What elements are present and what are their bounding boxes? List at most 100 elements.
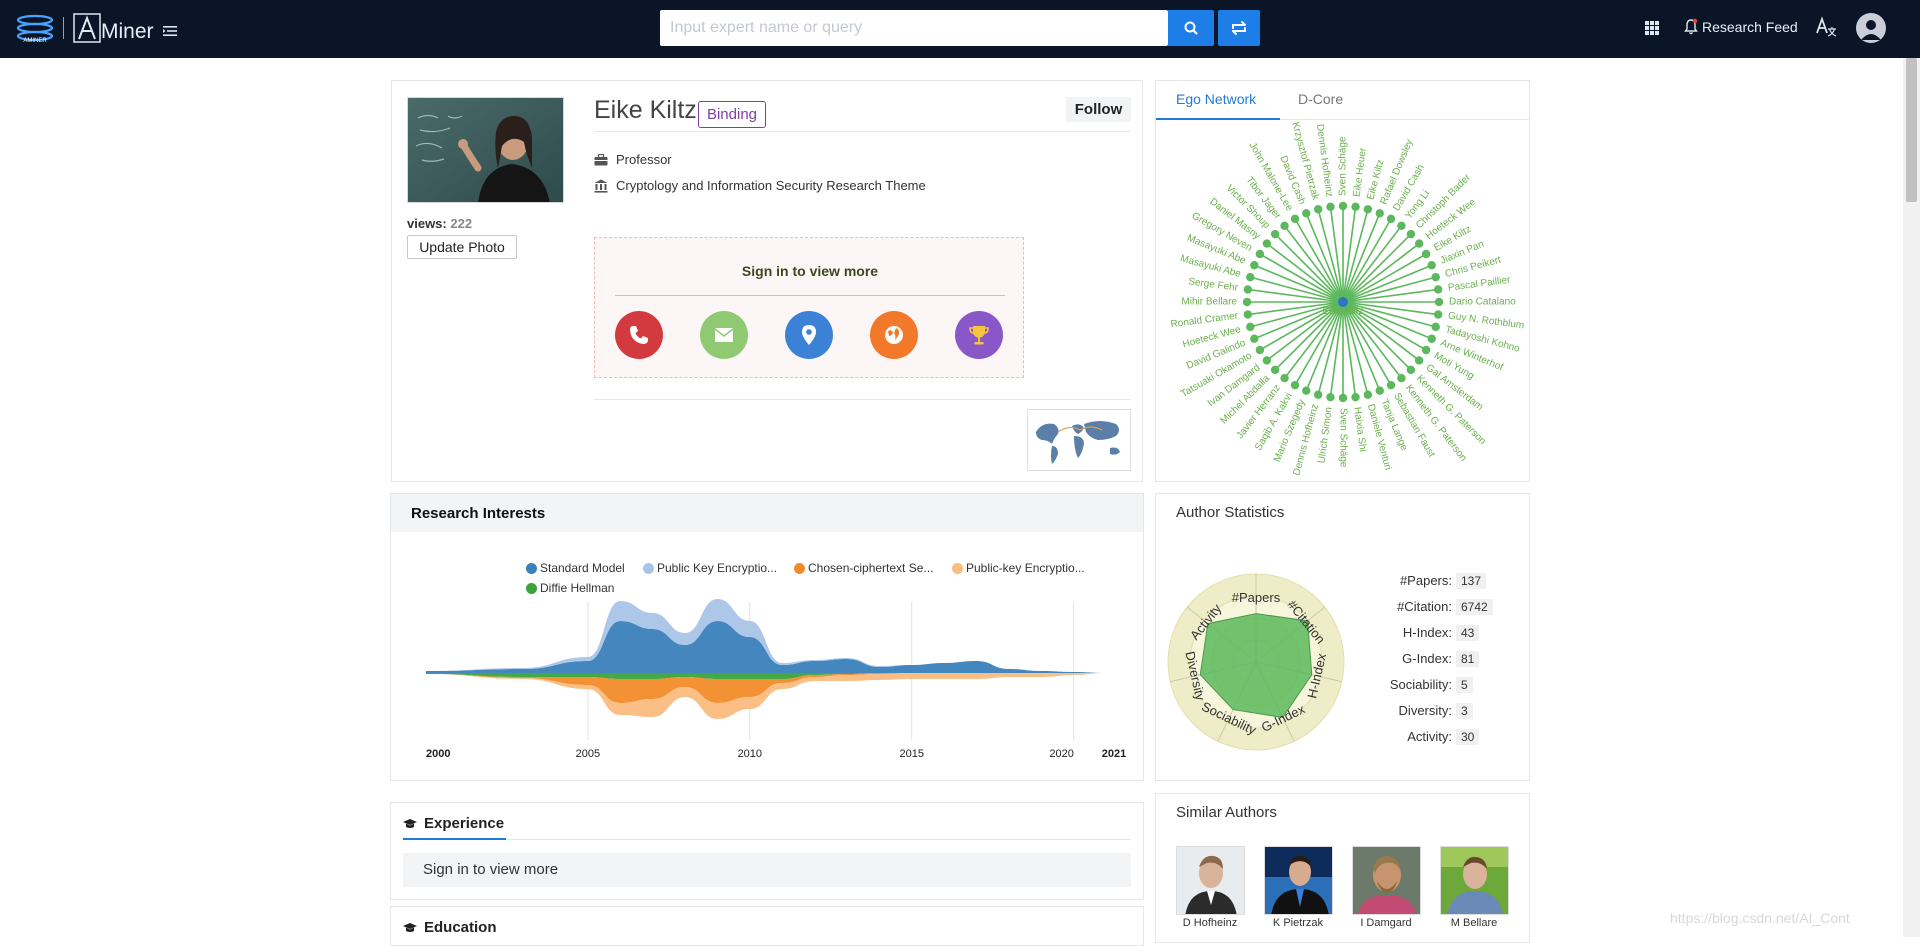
ego-node[interactable] [1414,239,1424,248]
ego-node[interactable] [1406,229,1416,239]
ego-node[interactable] [1246,272,1255,282]
ego-node[interactable] [1262,356,1272,365]
ego-node-label[interactable]: Mihir Bellare [1181,297,1237,308]
stream-layer[interactable] [426,673,1106,703]
follow-button[interactable]: Follow [1066,97,1131,122]
search-button[interactable] [1168,10,1214,46]
binding-badge[interactable]: Binding [698,101,766,128]
homepage-button[interactable] [870,311,918,359]
similar-author-photo[interactable] [1264,846,1333,915]
logo-text[interactable]: Miner [101,20,154,43]
ego-node[interactable] [1250,261,1259,270]
ego-node-label[interactable]: Eike Heuer [1352,146,1369,197]
ego-node[interactable] [1290,214,1300,224]
legend-item[interactable]: Diffie Hellman [526,581,614,595]
ego-node[interactable] [1363,390,1373,399]
stream-layer[interactable] [426,673,1106,719]
ego-node[interactable] [1326,392,1335,402]
ego-node[interactable] [1302,209,1311,218]
research-feed-link[interactable]: Research Feed [1702,19,1798,35]
ego-node[interactable] [1431,322,1440,332]
ego-node[interactable] [1375,386,1384,395]
ego-node[interactable] [1255,249,1265,259]
ego-node[interactable] [1421,249,1431,259]
ego-node[interactable] [1375,209,1384,218]
experience-signin-prompt[interactable]: Sign in to view more [403,853,1131,887]
stream-layer[interactable] [426,673,1106,679]
ego-node[interactable] [1431,272,1440,282]
ego-node[interactable] [1351,392,1360,402]
ego-node-label[interactable]: Pascal Paillier [1447,275,1511,294]
ego-node[interactable] [1270,229,1280,239]
similar-author-photo[interactable] [1352,846,1421,915]
tab-ego-network[interactable]: Ego Network [1176,91,1257,107]
ego-node[interactable] [1326,202,1335,212]
ego-node[interactable] [1397,373,1406,383]
stream-layer[interactable] [426,599,1106,673]
ego-node-label[interactable]: Serge Fehr [1188,276,1240,294]
ego-node[interactable] [1313,390,1323,399]
ego-node[interactable] [1338,201,1348,211]
ego-node[interactable] [1280,221,1289,231]
legend-item[interactable]: Public-key Encryptio... [952,561,1085,575]
awards-button[interactable] [955,311,1003,359]
world-map-thumbnail[interactable] [1027,409,1131,471]
ego-node[interactable] [1386,380,1396,390]
ego-node[interactable] [1421,345,1431,355]
similar-author-name[interactable]: K Pietrzak [1272,917,1324,929]
page-scrollbar-thumb[interactable] [1906,58,1917,202]
location-button[interactable] [785,311,833,359]
ego-node[interactable] [1427,334,1436,343]
ego-node[interactable] [1262,239,1272,248]
similar-author-photo[interactable] [1440,846,1509,915]
ego-node[interactable] [1414,356,1424,365]
ego-node[interactable] [1433,310,1443,319]
ego-node[interactable] [1290,380,1300,390]
ego-node-label[interactable]: Sven Schäge [1337,408,1348,468]
page-scrollbar-track[interactable] [1903,58,1920,937]
ego-node[interactable] [1433,285,1443,294]
ego-node-label[interactable]: Sven Schäge [1338,136,1349,196]
apps-grid-icon[interactable] [1644,20,1660,36]
bell-icon[interactable] [1684,18,1698,35]
ego-node[interactable] [1434,297,1444,307]
legend-item[interactable]: Standard Model [526,561,625,575]
stream-layer[interactable] [426,621,1106,673]
ego-node-label[interactable]: Haixia Shi [1351,406,1368,452]
similar-author-name[interactable]: M Bellare [1450,917,1498,929]
legend-item[interactable]: Public Key Encryptio... [643,561,777,575]
ego-node[interactable] [1406,365,1416,375]
menu-icon[interactable] [163,25,177,37]
similar-author-photo[interactable] [1176,846,1245,915]
user-avatar[interactable] [1856,13,1886,43]
ego-node[interactable] [1250,334,1259,343]
ego-node[interactable] [1280,373,1289,383]
legend-item[interactable]: Chosen-ciphertext Se... [794,561,933,575]
tab-d-core[interactable]: D-Core [1298,91,1344,107]
similar-author-name[interactable]: I Damgard [1360,917,1412,929]
language-icon[interactable] [1815,15,1837,39]
brand-logo-icon[interactable]: AMINER [16,13,54,43]
ego-node[interactable] [1363,205,1373,214]
ego-node[interactable] [1270,365,1280,375]
ego-node[interactable] [1351,202,1360,212]
search-input[interactable] [660,10,1168,46]
ego-node[interactable] [1338,393,1348,403]
ego-node-label[interactable]: Ulrich Simon [1316,406,1334,464]
ego-node[interactable] [1243,285,1253,294]
update-photo-button[interactable]: Update Photo [407,235,517,259]
similar-author-name[interactable]: D Hofheinz [1182,917,1238,929]
ego-node[interactable] [1386,214,1396,224]
signin-prompt[interactable]: Sign in to view more [741,263,879,279]
ego-node[interactable] [1243,310,1253,319]
email-button[interactable] [700,311,748,359]
ego-node[interactable] [1246,322,1255,332]
ego-node[interactable] [1427,261,1436,270]
ego-node[interactable] [1313,205,1323,214]
ego-center-node[interactable] [1338,297,1348,307]
ego-node-label[interactable]: Dario Catalano [1449,297,1516,308]
ego-node[interactable] [1302,386,1311,395]
phone-button[interactable] [615,311,663,359]
ego-node[interactable] [1397,221,1406,231]
